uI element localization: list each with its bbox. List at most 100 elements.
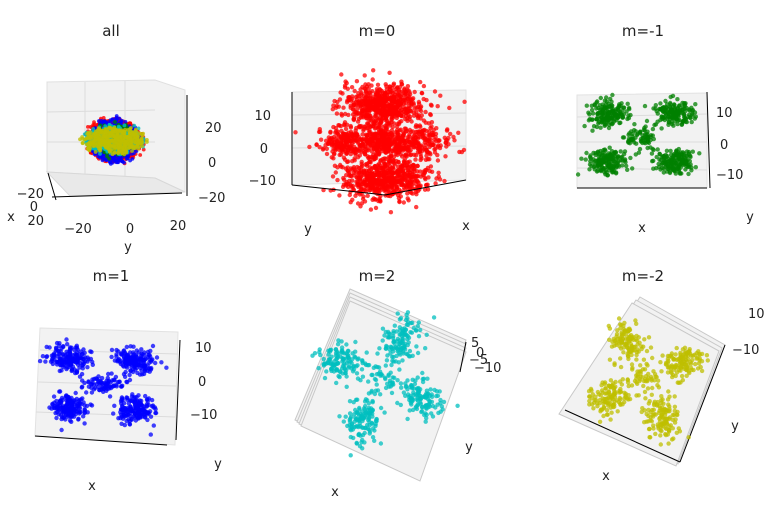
scatter-point — [618, 111, 624, 117]
z-tick-label: 0 — [208, 156, 216, 171]
scatter-point — [350, 132, 356, 138]
scatter-point — [624, 163, 629, 169]
scatter-point — [349, 85, 355, 90]
panel-all: all −20 0 20 −20 0 20 20 0 −20 y x — [7, 22, 225, 255]
scatter-point — [380, 128, 385, 133]
scatter-point — [338, 140, 343, 145]
scatter-point — [80, 141, 85, 145]
scatter-point — [406, 198, 411, 203]
scatter-point — [382, 161, 388, 167]
scatter-point — [363, 109, 368, 115]
scatter-point — [350, 141, 355, 146]
scatter-point — [114, 140, 118, 145]
scatter-point — [371, 118, 377, 124]
scatter-point — [424, 153, 429, 158]
scatter-point — [438, 93, 443, 98]
scatter-point — [410, 135, 415, 140]
scatter-point — [675, 121, 680, 127]
z-tick-label: 0 — [260, 142, 268, 157]
scatter-point — [380, 115, 386, 121]
scatter-point — [382, 92, 387, 98]
scatter-point — [402, 153, 408, 158]
scatter-point — [693, 102, 698, 107]
scatter-point — [355, 181, 360, 187]
scatter-point — [364, 171, 369, 176]
scatter-point — [346, 137, 351, 143]
scatter-point — [418, 104, 424, 109]
scatter-point — [589, 117, 595, 122]
scatter-point — [411, 113, 417, 118]
panel-title: m=0 — [359, 22, 396, 40]
scatter-point — [105, 145, 109, 150]
scatter-point — [403, 89, 408, 94]
scatter-point — [335, 177, 340, 183]
panel-title: all — [102, 22, 120, 40]
scatter-point — [92, 122, 97, 126]
panel-m0: m=0 10 0 −10 y x — [249, 22, 471, 237]
scatter-point — [380, 96, 385, 102]
scatter-point — [365, 193, 370, 198]
scatter-point — [355, 175, 360, 180]
scatter-point — [436, 138, 441, 143]
x-tick-label: 20 — [170, 219, 187, 234]
scatter-point — [443, 154, 448, 159]
scatter-point — [377, 86, 382, 92]
scatter-point — [341, 105, 346, 110]
scatter-point — [371, 146, 376, 151]
scatter-point — [397, 199, 402, 205]
scatter-point — [442, 178, 447, 184]
scatter-point — [462, 99, 467, 105]
scatter-point — [664, 102, 670, 107]
scatter-point — [394, 169, 399, 175]
scatter-point — [339, 113, 345, 118]
scatter-point — [408, 152, 413, 158]
scatter-point — [389, 131, 395, 136]
scatter-point — [345, 159, 350, 165]
scatter-point — [394, 109, 399, 115]
scatter-point — [676, 103, 682, 109]
scatter-point — [429, 103, 434, 108]
scatter-point — [682, 101, 687, 106]
scatter-point — [424, 182, 429, 188]
pane-floor — [45, 171, 186, 197]
scatter-point — [355, 201, 361, 206]
scatter-point — [384, 141, 390, 147]
scatter-point — [587, 112, 592, 117]
y-tick-label: 0 — [30, 200, 38, 215]
scatter-point — [351, 149, 356, 154]
scatter-point — [423, 109, 428, 115]
scatter-point — [412, 142, 417, 147]
scatter-point — [370, 131, 375, 136]
scatter-point — [391, 81, 397, 86]
scatter-point — [444, 137, 449, 143]
scatter-point — [375, 82, 381, 88]
scatter-points-all — [78, 114, 149, 166]
scatter-point — [130, 133, 135, 137]
scatter-point — [606, 101, 611, 107]
scatter-point — [412, 106, 417, 111]
scatter-point — [368, 207, 374, 212]
panel-m-1: m=-1 10 0 −10 x y — [575, 22, 754, 236]
scatter-point — [405, 144, 410, 150]
scatter-point — [416, 113, 421, 118]
scatter-point — [351, 102, 356, 108]
scatter-point — [116, 151, 121, 156]
scatter-point — [693, 114, 698, 119]
scatter-point — [356, 99, 361, 104]
scatter-point — [102, 157, 106, 161]
scatter-point — [436, 174, 441, 179]
scatter-point — [424, 147, 429, 152]
scatter-point — [359, 161, 364, 167]
scatter-point — [436, 170, 441, 175]
scatter-point — [377, 124, 382, 130]
scatter-point — [342, 136, 347, 141]
scatter-point — [360, 141, 365, 147]
scatter-point — [386, 136, 391, 142]
scatter-point — [133, 127, 138, 132]
scatter-point — [381, 134, 386, 139]
scatter-point — [400, 98, 405, 103]
scatter-point — [138, 153, 143, 157]
scatter-point — [672, 102, 677, 107]
scatter-point — [333, 105, 339, 110]
